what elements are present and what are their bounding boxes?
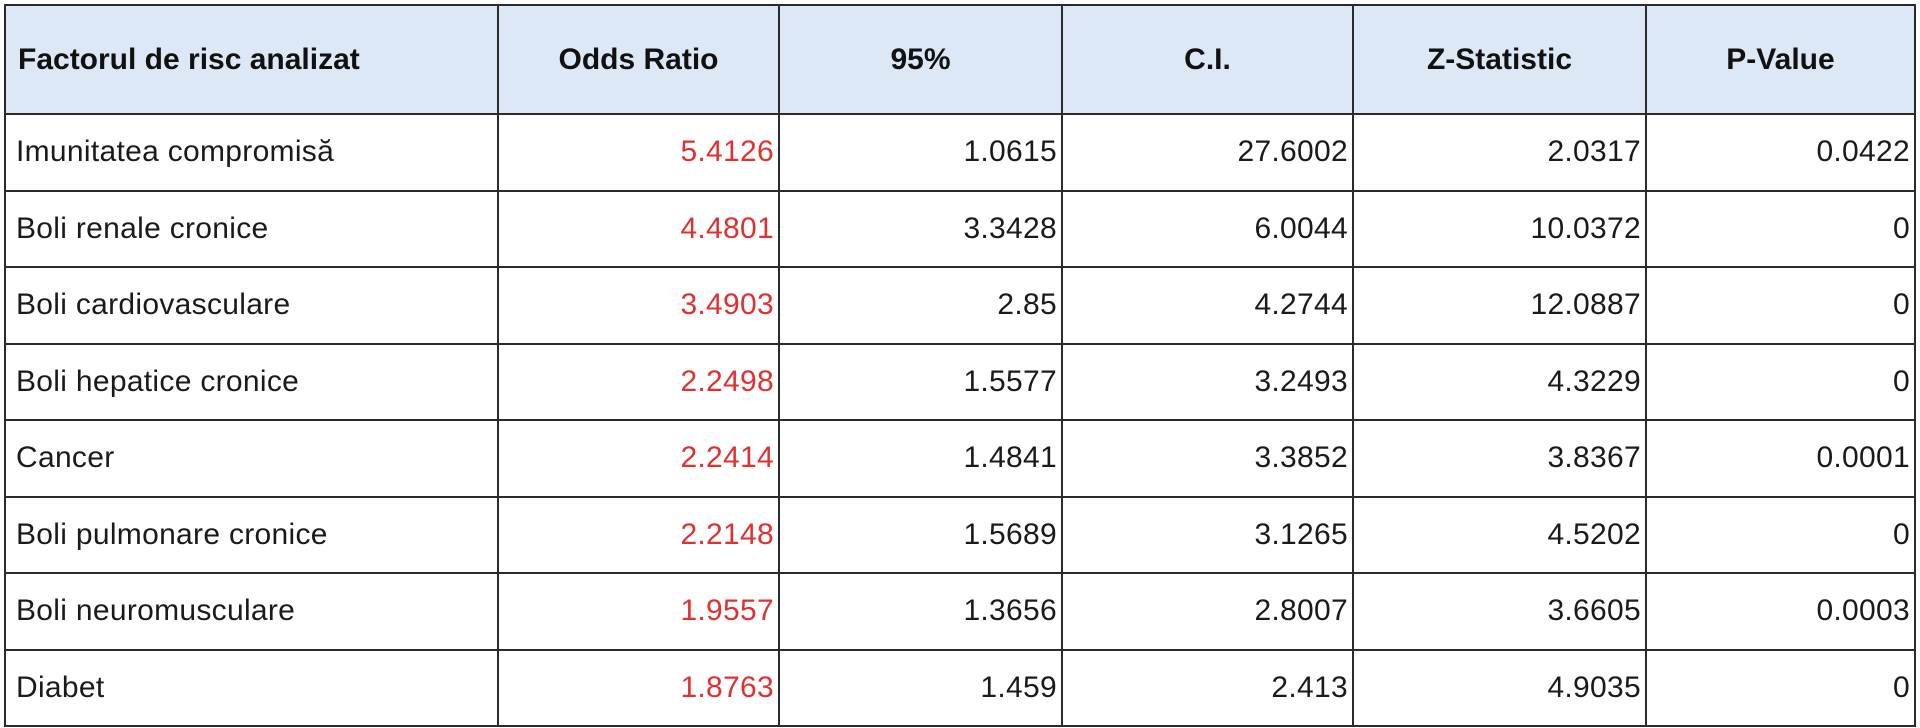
ci-lower-cell: 1.4841 — [778, 419, 1063, 498]
odds-ratio-cell: 5.4126 — [497, 113, 780, 192]
z-statistic-cell: 4.9035 — [1352, 648, 1647, 727]
z-statistic-cell: 12.0887 — [1352, 266, 1647, 345]
p-value-cell: 0 — [1645, 495, 1916, 574]
ci-upper-cell: 27.6002 — [1061, 113, 1354, 192]
ci-upper-cell: 4.2744 — [1061, 266, 1354, 345]
ci-upper-cell: 3.1265 — [1061, 495, 1354, 574]
z-statistic-cell: 2.0317 — [1352, 113, 1647, 192]
ci-upper-cell: 3.2493 — [1061, 342, 1354, 421]
odds-ratio-cell: 2.2148 — [497, 495, 780, 574]
z-statistic-cell: 3.6605 — [1352, 572, 1647, 651]
odds-ratio-cell: 3.4903 — [497, 266, 780, 345]
table-row: Diabet 1.8763 1.459 2.413 4.9035 0 — [4, 648, 1916, 727]
z-statistic-cell: 3.8367 — [1352, 419, 1647, 498]
z-statistic-cell: 10.0372 — [1352, 189, 1647, 268]
ci-lower-cell: 1.3656 — [778, 572, 1063, 651]
header-ci-95: 95% — [778, 4, 1063, 115]
ci-lower-cell: 1.459 — [778, 648, 1063, 727]
risk-factor-cell: Boli renale cronice — [4, 189, 499, 268]
risk-factor-cell: Cancer — [4, 419, 499, 498]
risk-factor-table-container: Factorul de risc analizat Odds Ratio 95%… — [4, 4, 1916, 727]
header-z-statistic: Z-Statistic — [1352, 4, 1647, 115]
risk-factor-table: Factorul de risc analizat Odds Ratio 95%… — [4, 4, 1916, 727]
ci-lower-cell: 3.3428 — [778, 189, 1063, 268]
p-value-cell: 0.0001 — [1645, 419, 1916, 498]
table-row: Boli hepatice cronice 2.2498 1.5577 3.24… — [4, 342, 1916, 421]
risk-factor-cell: Boli cardiovasculare — [4, 266, 499, 345]
ci-upper-cell: 6.0044 — [1061, 189, 1354, 268]
ci-lower-cell: 1.0615 — [778, 113, 1063, 192]
table-row: Boli cardiovasculare 3.4903 2.85 4.2744 … — [4, 266, 1916, 345]
p-value-cell: 0 — [1645, 648, 1916, 727]
risk-factor-cell: Boli pulmonare cronice — [4, 495, 499, 574]
ci-upper-cell: 2.8007 — [1061, 572, 1354, 651]
p-value-cell: 0 — [1645, 266, 1916, 345]
header-row: Factorul de risc analizat Odds Ratio 95%… — [4, 4, 1916, 115]
ci-upper-cell: 2.413 — [1061, 648, 1354, 727]
odds-ratio-cell: 1.9557 — [497, 572, 780, 651]
table-row: Boli neuromusculare 1.9557 1.3656 2.8007… — [4, 572, 1916, 651]
odds-ratio-cell: 2.2414 — [497, 419, 780, 498]
risk-factor-cell: Diabet — [4, 648, 499, 727]
table-row: Boli pulmonare cronice 2.2148 1.5689 3.1… — [4, 495, 1916, 574]
p-value-cell: 0.0422 — [1645, 113, 1916, 192]
p-value-cell: 0.0003 — [1645, 572, 1916, 651]
z-statistic-cell: 4.5202 — [1352, 495, 1647, 574]
p-value-cell: 0 — [1645, 342, 1916, 421]
table-row: Imunitatea compromisă 5.4126 1.0615 27.6… — [4, 113, 1916, 192]
odds-ratio-cell: 4.4801 — [497, 189, 780, 268]
header-odds-ratio: Odds Ratio — [497, 4, 780, 115]
p-value-cell: 0 — [1645, 189, 1916, 268]
odds-ratio-cell: 1.8763 — [497, 648, 780, 727]
ci-lower-cell: 2.85 — [778, 266, 1063, 345]
risk-factor-cell: Imunitatea compromisă — [4, 113, 499, 192]
ci-upper-cell: 3.3852 — [1061, 419, 1354, 498]
ci-lower-cell: 1.5577 — [778, 342, 1063, 421]
header-risk-factor: Factorul de risc analizat — [4, 4, 499, 115]
header-ci: C.I. — [1061, 4, 1354, 115]
risk-factor-cell: Boli neuromusculare — [4, 572, 499, 651]
risk-factor-cell: Boli hepatice cronice — [4, 342, 499, 421]
header-p-value: P-Value — [1645, 4, 1916, 115]
table-row: Cancer 2.2414 1.4841 3.3852 3.8367 0.000… — [4, 419, 1916, 498]
z-statistic-cell: 4.3229 — [1352, 342, 1647, 421]
ci-lower-cell: 1.5689 — [778, 495, 1063, 574]
odds-ratio-cell: 2.2498 — [497, 342, 780, 421]
table-row: Boli renale cronice 4.4801 3.3428 6.0044… — [4, 189, 1916, 268]
